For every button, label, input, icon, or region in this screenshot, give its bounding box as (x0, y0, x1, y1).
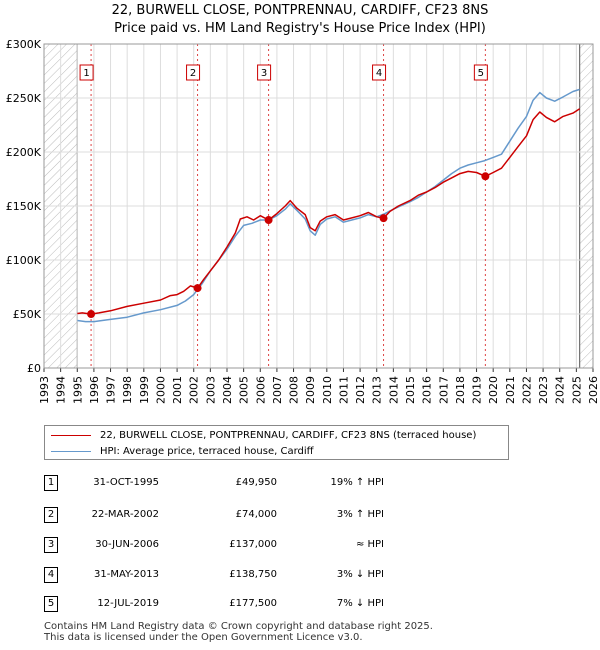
sale-hpi-comparison: 3% ↓ HPI (336, 569, 384, 580)
x-tick-label: 2001 (171, 376, 184, 404)
sale-badge-label: 2 (190, 68, 196, 79)
y-tick-label: £0 (27, 362, 41, 375)
x-tick-label: 2010 (321, 376, 334, 404)
x-tick-label: 2009 (304, 376, 317, 404)
sale-badge (473, 64, 488, 81)
x-tick-label: 1997 (105, 376, 118, 404)
x-tick-label: 2024 (554, 376, 567, 404)
x-tick-label: 2002 (188, 376, 201, 404)
sale-price: £177,500 (229, 598, 277, 609)
table-row: 3 30-JUN-2006 £137,000 ≈ HPI (44, 537, 384, 553)
sale-badge-label: 4 (376, 68, 382, 79)
footer-licence: This data is licensed under the Open Gov… (44, 632, 363, 643)
table-row: 5 12-JUL-2019 £177,500 7% ↓ HPI (44, 596, 384, 612)
x-tick-label: 2026 (587, 376, 600, 404)
sale-badge (79, 64, 94, 81)
y-tick-label: £200K (6, 146, 42, 159)
x-tick-label: 2012 (354, 376, 367, 404)
x-tick-label: 2016 (421, 376, 434, 404)
sale-number-badge: 2 (44, 507, 58, 523)
footer-attribution: Contains HM Land Registry data © Crown c… (44, 621, 433, 643)
legend-entry-hpi: HPI: Average price, terraced house, Card… (51, 444, 314, 458)
x-tick-label: 2000 (154, 376, 167, 404)
x-tick-label: 2013 (371, 376, 384, 404)
x-tick-label: 2022 (520, 376, 533, 404)
x-tick-label: 2008 (288, 376, 301, 404)
x-tick-label: 1999 (138, 376, 151, 404)
x-tick-label: 2007 (271, 376, 284, 404)
sale-badge (257, 64, 272, 81)
sale-price: £49,950 (235, 477, 277, 488)
sale-badge (372, 64, 387, 81)
sale-point (379, 214, 388, 223)
table-row: 1 31-OCT-1995 £49,950 19% ↑ HPI (44, 475, 384, 491)
sale-badge-label: 5 (478, 68, 484, 79)
sale-date: 30-JUN-2006 (95, 539, 159, 550)
x-tick-label: 2015 (404, 376, 417, 404)
x-tick-label: 1994 (55, 376, 68, 404)
sale-hpi-comparison: 7% ↓ HPI (336, 598, 384, 609)
chart-subtitle: Price paid vs. HM Land Registry's House … (114, 21, 486, 36)
sale-hpi-comparison: ≈ HPI (355, 539, 384, 550)
x-tick-label: 2023 (537, 376, 550, 404)
chart-legend: 22, BURWELL CLOSE, PONTPRENNAU, CARDIFF,… (44, 425, 509, 460)
sale-date: 12-JUL-2019 (97, 598, 159, 609)
sale-badge (186, 64, 201, 81)
sale-badge-label: 1 (83, 68, 89, 79)
x-tick-label: 1995 (71, 376, 84, 404)
x-tick-label: 2003 (204, 376, 217, 404)
chart-title: 22, BURWELL CLOSE, PONTPRENNAU, CARDIFF,… (111, 3, 489, 18)
sale-date: 22-MAR-2002 (91, 509, 159, 520)
price-chart: 1 2 3 4 5 1993 1994 1995 1996 1997 1998 1999 2000 20… (6, 38, 600, 404)
legend-hpi-label: HPI: Average price, terraced house, Card… (100, 445, 314, 457)
sale-price: £74,000 (235, 509, 277, 520)
sale-number-badge: 3 (44, 537, 58, 553)
sale-number-badge: 4 (44, 567, 58, 583)
x-tick-label: 2020 (487, 376, 500, 404)
x-tick-label: 1993 (38, 376, 51, 404)
x-tick-label: 2025 (570, 376, 583, 404)
sale-price: £138,750 (229, 569, 277, 580)
legend-property-swatch (51, 434, 91, 436)
sale-date: 31-MAY-2013 (93, 569, 159, 580)
table-row: 4 31-MAY-2013 £138,750 3% ↓ HPI (44, 567, 384, 583)
plot-frame (43, 43, 594, 369)
y-tick-label: £150K (6, 200, 42, 213)
property-price-line (77, 108, 581, 315)
legend-property-label: 22, BURWELL CLOSE, PONTPRENNAU, CARDIFF,… (100, 429, 477, 441)
sale-point (193, 284, 202, 293)
table-row: 2 22-MAR-2002 £74,000 3% ↑ HPI (44, 507, 384, 523)
x-tick-label: 2014 (387, 376, 400, 404)
sale-date: 31-OCT-1995 (93, 477, 159, 488)
y-tick-label: £250K (6, 92, 42, 105)
x-tick-label: 2017 (437, 376, 450, 404)
sale-badge-label: 3 (261, 68, 267, 79)
footer-copyright: Contains HM Land Registry data © Crown c… (44, 621, 433, 632)
sale-point (87, 310, 96, 319)
sale-point (264, 216, 273, 225)
x-tick-label: 2019 (471, 376, 484, 404)
x-tick-label: 1998 (121, 376, 134, 404)
sale-hpi-comparison: 3% ↑ HPI (336, 509, 384, 520)
x-tick-label: 2006 (254, 376, 267, 404)
sale-hpi-comparison: 19% ↑ HPI (330, 477, 384, 488)
sale-price: £137,000 (229, 539, 277, 550)
sale-number-badge: 1 (44, 475, 58, 491)
x-tick-label: 2005 (238, 376, 251, 404)
x-tick-label: 1996 (88, 376, 101, 404)
legend-entry-property: 22, BURWELL CLOSE, PONTPRENNAU, CARDIFF,… (51, 428, 476, 442)
x-tick-label: 2011 (337, 376, 350, 404)
sale-number-badge: 5 (44, 596, 58, 612)
y-tick-label: £100K (6, 254, 42, 267)
x-tick-label: 2018 (454, 376, 467, 404)
legend-hpi-swatch (51, 450, 91, 452)
sale-point (481, 172, 490, 181)
y-tick-label: £300K (6, 38, 42, 51)
x-tick-label: 2004 (221, 376, 234, 404)
y-tick-label: £50K (13, 308, 42, 321)
x-tick-label: 2021 (504, 376, 517, 404)
